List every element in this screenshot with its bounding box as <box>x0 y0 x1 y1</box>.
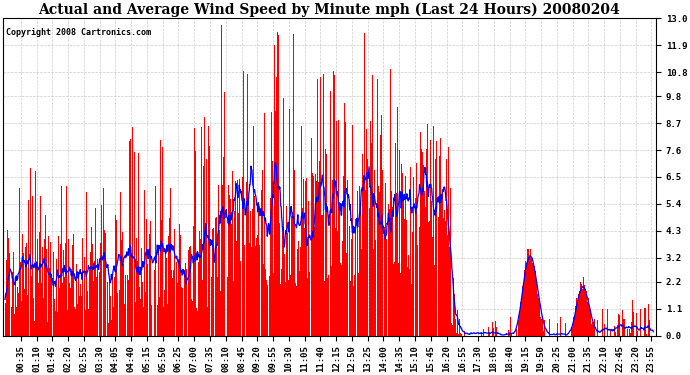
Title: Actual and Average Wind Speed by Minute mph (Last 24 Hours) 20080204: Actual and Average Wind Speed by Minute … <box>39 3 620 17</box>
Text: Copyright 2008 Cartronics.com: Copyright 2008 Cartronics.com <box>6 28 151 37</box>
